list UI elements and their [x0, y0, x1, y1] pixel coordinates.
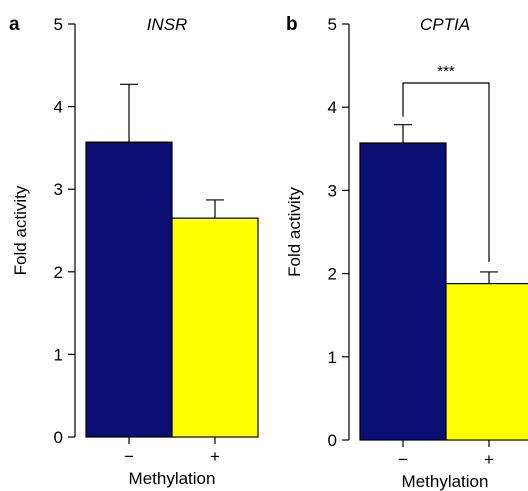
panel-a-bar [85, 141, 173, 438]
panel-a-category-label: − [124, 447, 134, 466]
panel-a-panel-letter: a [9, 14, 20, 35]
panel-b-significance-label: *** [437, 63, 455, 80]
panel-a-y-tick-label: 1 [54, 345, 63, 364]
panel-b-y-tick-label: 1 [328, 348, 337, 367]
panel-b-y-tick-label: 4 [328, 98, 337, 117]
panel-b-y-tick-label: 2 [328, 265, 337, 284]
panel-a-y-tick-label: 2 [54, 263, 63, 282]
panel-a-bar [171, 217, 259, 438]
panel-b-title: CPTIA [420, 15, 470, 34]
panel-a-y-axis-label: Fold activity [11, 185, 30, 275]
panel-a-y-tick-label: 5 [54, 15, 63, 34]
chart-panel-a: 0 1 2 3 4 5 − + a INSR Fold activity Methylation [9, 14, 259, 488]
panel-b-panel-letter: b [286, 14, 298, 35]
panel-b-y-tick-label: 3 [328, 181, 337, 200]
panel-a-category-label: + [210, 447, 220, 466]
panel-b-category-label: + [484, 450, 494, 469]
panel-b-x-axis-label: Methylation [402, 472, 489, 491]
panel-b-bar [359, 142, 447, 441]
panel-a-x-axis-label: Methylation [129, 469, 216, 488]
panel-a-y-tick-label: 4 [54, 98, 63, 117]
panel-b-y-tick-label: 5 [328, 15, 337, 34]
panel-b-category-label: − [398, 450, 408, 469]
panel-b-y-axis-label: Fold activity [285, 187, 304, 277]
panel-b-y-tick-label: 0 [328, 431, 337, 450]
panel-a-y-tick-label: 0 [54, 428, 63, 447]
panel-a-title: INSR [147, 15, 188, 34]
panel-a-y-tick-label: 3 [54, 180, 63, 199]
panel-b-significance-bracket [402, 82, 490, 262]
panel-b-bar [445, 282, 528, 441]
chart-panel-b: 0 1 2 3 4 5 − + *** b CPTIA Fold activity Methylatio… [285, 14, 528, 491]
